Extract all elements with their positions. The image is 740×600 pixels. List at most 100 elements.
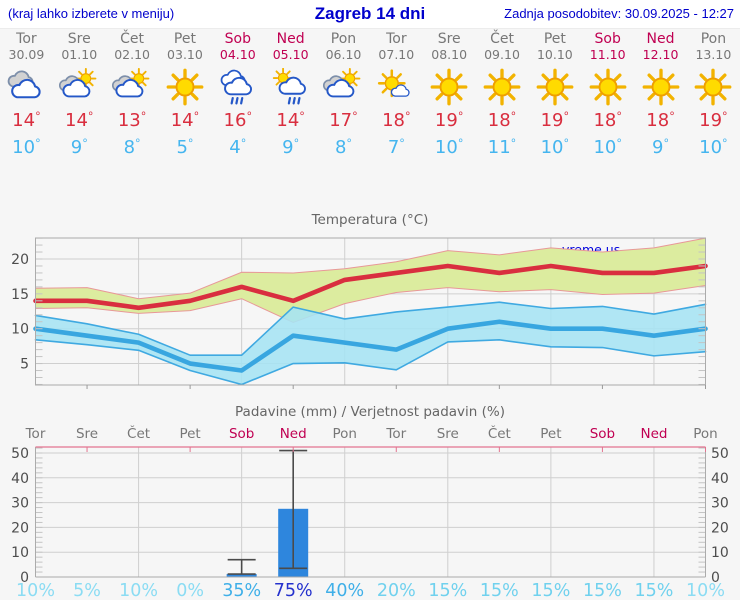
max-temperature: 18° xyxy=(593,110,622,131)
precip-ytick-label-right: 10 xyxy=(711,545,729,561)
day-column: Čet 09.10 18° 11° xyxy=(476,31,529,161)
precip-day-label: Pet xyxy=(179,426,200,442)
precip-ytick-label-right: 20 xyxy=(711,520,729,536)
precip-ytick-label-right: 50 xyxy=(711,446,729,462)
day-column: Sre 08.10 19° 10° xyxy=(423,31,476,161)
max-temperature: 13° xyxy=(117,110,147,131)
max-temperature: 14° xyxy=(170,110,200,131)
precip-ytick-label-left: 50 xyxy=(11,446,29,462)
min-temperature: 10° xyxy=(12,137,41,158)
precip-probability-label: 10% xyxy=(16,581,55,600)
partly-cloudy-icon xyxy=(112,68,152,106)
precip-probability-label: 0% xyxy=(176,581,204,600)
day-column: Sob 11.10 18° 10° xyxy=(581,31,634,161)
precip-probability-label: 15% xyxy=(480,581,519,600)
precipitation-bar xyxy=(226,574,257,577)
day-name: Čet xyxy=(490,31,514,47)
day-name: Čet xyxy=(120,31,145,47)
precip-gridlines xyxy=(35,447,706,577)
temp-ytick-label: 5 xyxy=(20,357,29,373)
max-temperature: 19° xyxy=(434,110,464,131)
precip-day-label: Ned xyxy=(640,426,667,442)
min-temperature: 9° xyxy=(652,137,670,158)
day-name: Sob xyxy=(594,31,621,47)
min-temperature: 10° xyxy=(540,137,570,158)
precip-day-label: Čet xyxy=(127,424,150,442)
max-temperature: 14° xyxy=(276,110,305,131)
precip-day-label: Sre xyxy=(437,426,459,442)
min-temperature: 11° xyxy=(487,137,517,158)
partly-cloudy-icon xyxy=(323,68,363,106)
min-temperature: 9° xyxy=(70,137,88,158)
day-column: Sre 01.10 14° 9° xyxy=(53,31,106,161)
max-temperature: 17° xyxy=(329,110,358,131)
day-column: Tor 30.09 14° 10° xyxy=(0,31,53,161)
forecast-strip: Tor 30.09 14° 10° Sre 01.10 14° 9° Čet 02.10 13° 8°… xyxy=(0,31,740,161)
sunny-icon xyxy=(429,68,469,106)
precip-ytick-label-left: 20 xyxy=(11,520,29,536)
mostly-sunny-icon xyxy=(376,68,416,106)
precip-probability-label: 10% xyxy=(119,581,158,600)
min-temperature: 7° xyxy=(387,137,405,158)
day-date: 03.10 xyxy=(167,47,203,62)
precip-day-label: Sre xyxy=(76,426,98,442)
precip-day-label: Sob xyxy=(229,426,254,442)
day-date: 04.10 xyxy=(219,47,256,62)
temp-ytick-label: 20 xyxy=(11,252,29,268)
day-name: Ned xyxy=(276,31,305,47)
cloudy-icon xyxy=(6,68,46,106)
precipitation-chart-title: Padavine (mm) / Verjetnost padavin (%) xyxy=(235,404,505,420)
precip-probability-label: 15% xyxy=(531,581,570,600)
precip-day-label: Sob xyxy=(590,426,615,442)
precip-probability-label: 40% xyxy=(325,581,364,600)
precip-ytick-label-left: 40 xyxy=(11,471,29,487)
precip-day-label: Pon xyxy=(332,426,356,442)
precip-probability-label: 15% xyxy=(635,581,674,600)
precip-ytick-label-right: 30 xyxy=(711,496,729,512)
precip-probability-label: 15% xyxy=(583,581,622,600)
day-date: 05.10 xyxy=(272,47,309,62)
precip-day-label: Tor xyxy=(25,426,46,442)
sunny-icon xyxy=(165,68,205,106)
min-temp-line xyxy=(33,319,708,373)
day-column: Ned 12.10 18° 9° xyxy=(634,31,687,161)
partly-cloudy-icon xyxy=(59,68,99,106)
sunny-icon xyxy=(641,68,681,106)
day-name: Pet xyxy=(173,31,196,47)
precip-ytick-label-left: 0 xyxy=(20,570,29,586)
precip-day-label: Pon xyxy=(693,426,717,442)
max-temperature: 19° xyxy=(540,110,570,131)
page-title: Zagreb 14 dni xyxy=(314,4,426,23)
temp-ytick-label: 10 xyxy=(11,322,29,338)
max-temperature: 19° xyxy=(699,110,728,131)
min-temperature: 5° xyxy=(176,137,194,158)
precip-ytick-label-right: 40 xyxy=(711,471,729,487)
min-temperature: 10° xyxy=(699,137,728,158)
day-date: 02.10 xyxy=(114,47,150,62)
day-name: Ned xyxy=(646,31,675,47)
day-date: 12.10 xyxy=(642,47,679,62)
last-update-note: Zadnja posodobitev: 30.09.2025 - 12:27 xyxy=(504,6,734,21)
day-name: Pet xyxy=(543,31,566,47)
precip-probability-label: 15% xyxy=(428,581,467,600)
max-temperature: 18° xyxy=(646,110,675,131)
page-header: (kraj lahko izberete v meniju) Zagreb 14… xyxy=(0,0,740,29)
min-temperature: 10° xyxy=(434,137,464,158)
day-name: Sre xyxy=(437,31,461,47)
precip-probability-label: 20% xyxy=(377,581,416,600)
day-name: Sre xyxy=(67,31,91,47)
temp-minor-ticks xyxy=(35,237,706,385)
max-temp-range-band xyxy=(35,238,706,323)
min-temperature: 8° xyxy=(123,137,141,158)
day-date: 30.09 xyxy=(8,47,45,62)
min-temperature: 9° xyxy=(282,137,300,158)
temperature-chart-title: Temperatura (°C) xyxy=(311,212,429,228)
rain-icon xyxy=(218,68,258,106)
min-temperature: 10° xyxy=(593,137,622,158)
sun-rain-icon xyxy=(271,68,311,106)
menu-hint-note: (kraj lahko izberete v meniju) xyxy=(8,6,175,21)
day-column: Pet 10.10 19° 10° xyxy=(528,31,581,161)
precipitation-whisker xyxy=(227,558,256,575)
min-temperature: 8° xyxy=(334,137,352,158)
precipitation-chart: Tor Sre Čet Pet Sob Ned Pon Tor Sre Čet Pet Sob Ned P… xyxy=(11,424,729,600)
